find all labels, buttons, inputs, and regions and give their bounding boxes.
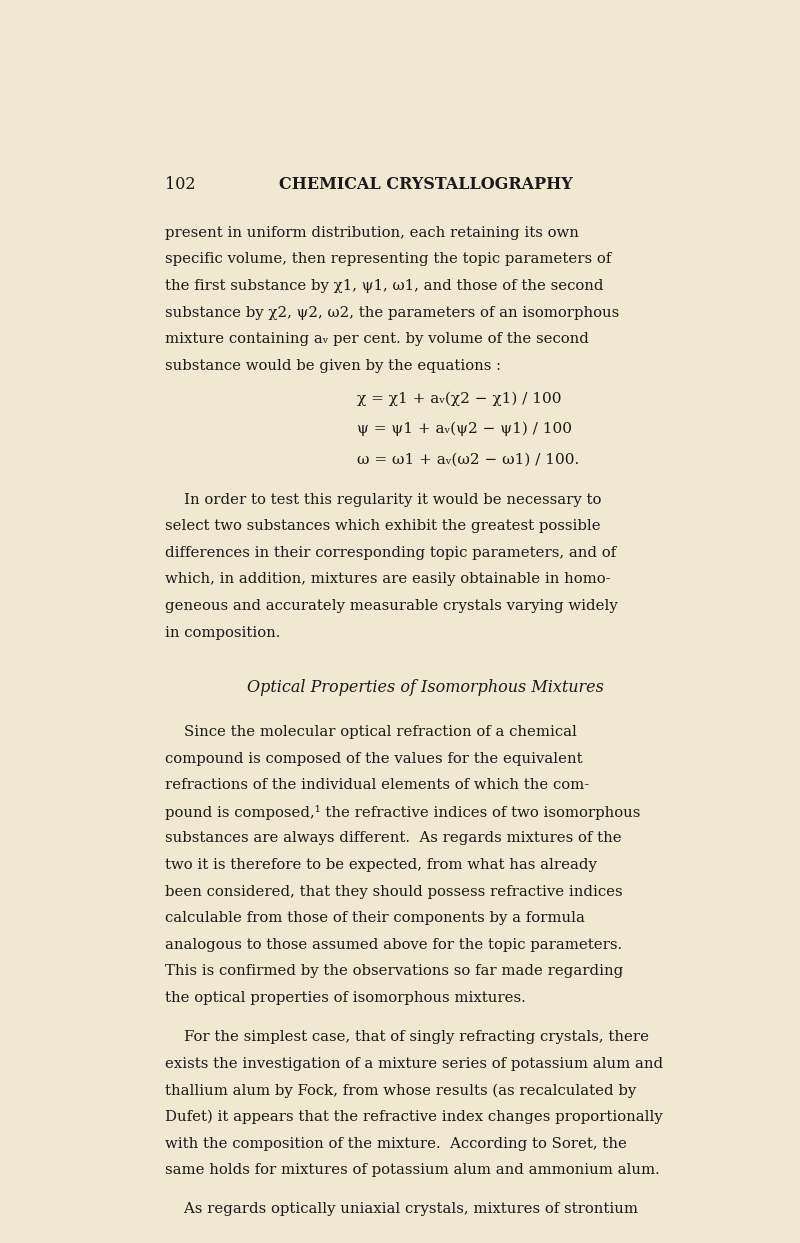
Text: pound is composed,¹ the refractive indices of two isomorphous: pound is composed,¹ the refractive indic… [165,804,641,820]
Text: For the simplest case, that of singly refracting crystals, there: For the simplest case, that of singly re… [165,1030,649,1044]
Text: χ = χ1 + aᵥ(χ2 − χ1) / 100: χ = χ1 + aᵥ(χ2 − χ1) / 100 [358,392,562,405]
Text: substance would be given by the equations :: substance would be given by the equation… [165,359,501,373]
Text: Since the molecular optical refraction of a chemical: Since the molecular optical refraction o… [165,725,577,738]
Text: As regards optically uniaxial crystals, mixtures of strontium: As regards optically uniaxial crystals, … [165,1202,638,1216]
Text: been considered, that they should possess refractive indices: been considered, that they should posses… [165,885,622,899]
Text: specific volume, then representing the topic parameters of: specific volume, then representing the t… [165,252,611,266]
Text: mixture containing aᵥ per cent. by volume of the second: mixture containing aᵥ per cent. by volum… [165,332,589,346]
Text: geneous and accurately measurable crystals varying widely: geneous and accurately measurable crysta… [165,599,618,613]
Text: the first substance by χ1, ψ1, ω1, and those of the second: the first substance by χ1, ψ1, ω1, and t… [165,278,604,293]
Text: ω = ω1 + aᵥ(ω2 − ω1) / 100.: ω = ω1 + aᵥ(ω2 − ω1) / 100. [358,452,579,466]
Text: exists the investigation of a mixture series of potassium alum and: exists the investigation of a mixture se… [165,1057,663,1070]
Text: ψ = ψ1 + aᵥ(ψ2 − ψ1) / 100: ψ = ψ1 + aᵥ(ψ2 − ψ1) / 100 [358,421,572,436]
Text: select two substances which exhibit the greatest possible: select two substances which exhibit the … [165,520,601,533]
Text: Dufet) it appears that the refractive index changes proportionally: Dufet) it appears that the refractive in… [165,1110,663,1125]
Text: present in uniform distribution, each retaining its own: present in uniform distribution, each re… [165,226,579,240]
Text: compound is composed of the values for the equivalent: compound is composed of the values for t… [165,752,582,766]
Text: same holds for mixtures of potassium alum and ammonium alum.: same holds for mixtures of potassium alu… [165,1163,660,1177]
Text: with the composition of the mixture.  According to Soret, the: with the composition of the mixture. Acc… [165,1136,627,1151]
Text: calculable from those of their components by a formula: calculable from those of their component… [165,911,585,925]
Text: differences in their corresponding topic parameters, and of: differences in their corresponding topic… [165,546,616,559]
Text: in composition.: in composition. [165,625,281,640]
Text: thallium alum by Fock, from whose results (as recalculated by: thallium alum by Fock, from whose result… [165,1084,636,1098]
Text: This is confirmed by the observations so far made regarding: This is confirmed by the observations so… [165,965,623,978]
Text: analogous to those assumed above for the topic parameters.: analogous to those assumed above for the… [165,937,622,952]
Text: which, in addition, mixtures are easily obtainable in homo-: which, in addition, mixtures are easily … [165,572,610,587]
Text: substance by χ2, ψ2, ω2, the parameters of an isomorphous: substance by χ2, ψ2, ω2, the parameters … [165,306,619,319]
Text: two it is therefore to be expected, from what has already: two it is therefore to be expected, from… [165,858,597,873]
Text: Optical Properties of Isomorphous Mixtures: Optical Properties of Isomorphous Mixtur… [247,679,604,696]
Text: substances are always different.  As regards mixtures of the: substances are always different. As rega… [165,832,622,845]
Text: refractions of the individual elements of which the com-: refractions of the individual elements o… [165,778,590,792]
Text: 102: 102 [165,177,195,193]
Text: the optical properties of isomorphous mixtures.: the optical properties of isomorphous mi… [165,991,526,1006]
Text: In order to test this regularity it would be necessary to: In order to test this regularity it woul… [165,492,602,507]
Text: CHEMICAL CRYSTALLOGRAPHY: CHEMICAL CRYSTALLOGRAPHY [278,177,572,193]
